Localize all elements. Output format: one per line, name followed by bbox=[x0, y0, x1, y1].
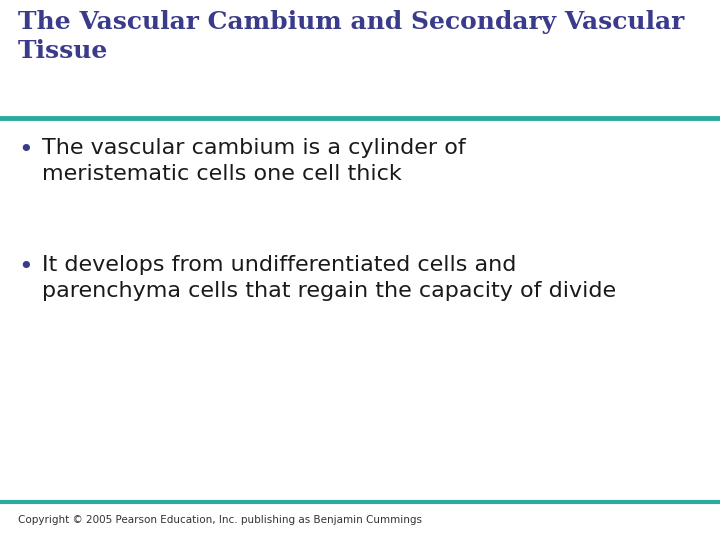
Text: The Vascular Cambium and Secondary Vascular
Tissue: The Vascular Cambium and Secondary Vascu… bbox=[18, 10, 684, 63]
Text: •: • bbox=[18, 138, 32, 162]
Text: Copyright © 2005 Pearson Education, Inc. publishing as Benjamin Cummings: Copyright © 2005 Pearson Education, Inc.… bbox=[18, 515, 422, 525]
Text: It develops from undifferentiated cells and
parenchyma cells that regain the cap: It develops from undifferentiated cells … bbox=[42, 255, 616, 301]
Text: •: • bbox=[18, 255, 32, 279]
Text: The vascular cambium is a cylinder of
meristematic cells one cell thick: The vascular cambium is a cylinder of me… bbox=[42, 138, 466, 184]
